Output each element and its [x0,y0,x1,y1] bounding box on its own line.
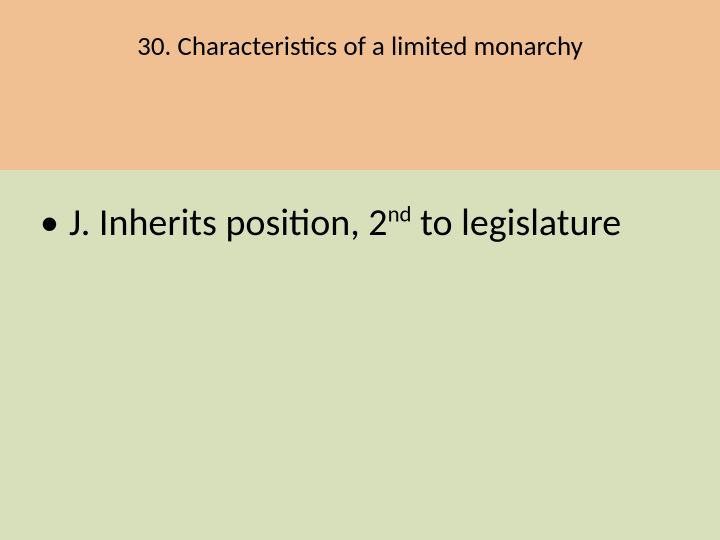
slide-title: 30. Characteristics of a limited monarch… [0,30,720,63]
bullet-text: J. Inherits position, 2nd to legislature [69,202,680,246]
bullet-text-suffix: to legislature [412,200,622,246]
bullet-text-prefix: J. Inherits position, 2 [69,200,388,246]
bullet-block: • J. Inherits position, 2nd to legislatu… [40,202,680,246]
bullet-marker: • [40,202,59,246]
header-band: 30. Characteristics of a limited monarch… [0,0,720,170]
body-band: • J. Inherits position, 2nd to legislatu… [0,170,720,540]
bullet-item: • J. Inherits position, 2nd to legislatu… [40,202,680,246]
slide: 30. Characteristics of a limited monarch… [0,0,720,540]
ordinal-superscript: nd [388,200,412,228]
